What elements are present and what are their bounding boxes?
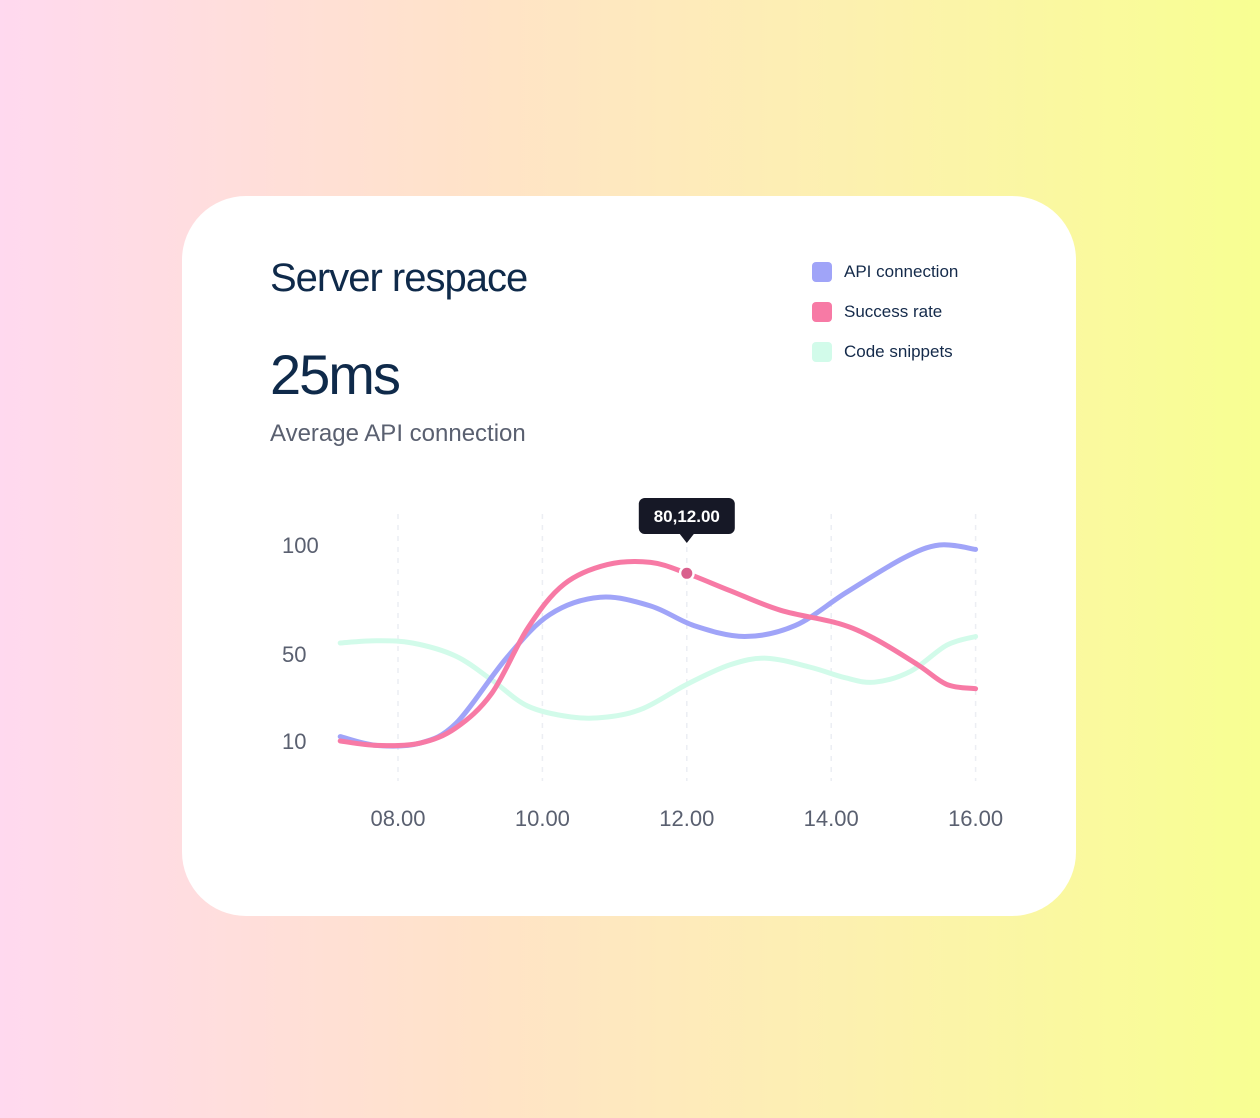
x-tick-label: 16.00 (948, 806, 1003, 831)
tooltip-pointer (679, 534, 694, 543)
metric-value: 25ms (270, 343, 401, 406)
y-tick-label: 50 (282, 642, 306, 667)
legend-swatch-api-connection (812, 262, 832, 282)
series-line-code-snippets (337, 634, 979, 721)
legend-swatch-success-rate (812, 302, 832, 322)
legend-item-api-connection[interactable]: API connection (812, 262, 958, 282)
x-tick-label: 12.00 (659, 806, 714, 831)
line-chart: 100 50 10 08.00 10.00 12.00 14.00 16.00 80,12.00 (282, 498, 1003, 831)
tooltip-text: 80,12.00 (654, 507, 720, 526)
tooltip-box (638, 498, 735, 534)
series-line-success-rate (337, 559, 979, 749)
metric-label: Average API connection (270, 420, 526, 447)
legend-swatch-code-snippets (812, 342, 832, 362)
legend-item-success-rate[interactable]: Success rate (812, 302, 958, 322)
legend-item-code-snippets[interactable]: Code snippets (812, 342, 958, 362)
series-line-api-connection (337, 542, 979, 749)
x-tick-label: 14.00 (804, 806, 859, 831)
legend-label: Code snippets (844, 342, 953, 361)
legend-label: Success rate (844, 302, 943, 321)
tooltip-marker (681, 567, 693, 579)
y-tick-label: 100 (282, 533, 319, 558)
legend-label: API connection (844, 262, 959, 281)
x-tick-label: 10.00 (515, 806, 570, 831)
y-tick-label: 10 (282, 729, 306, 754)
chart-legend: API connection Success rate Code snippet… (812, 262, 958, 362)
server-response-card: Server respace 25ms Average API connecti… (182, 196, 1076, 916)
x-tick-label: 08.00 (370, 806, 425, 831)
card-title: Server respace (270, 256, 528, 300)
